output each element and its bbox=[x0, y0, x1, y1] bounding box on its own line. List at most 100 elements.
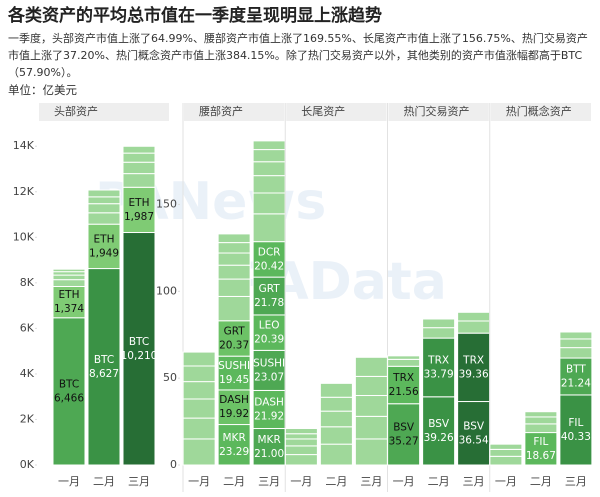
bar-stripe bbox=[122, 161, 156, 175]
segment-name: ETH bbox=[129, 197, 150, 209]
data-label: 1,987 bbox=[124, 211, 154, 223]
header: 各类资产的平均总市值在一季度呈现明显上涨趋势 一季度，头部资产市值上涨了64.9… bbox=[8, 4, 594, 98]
bar-stripe bbox=[354, 438, 388, 466]
bar-stripe bbox=[252, 175, 286, 194]
bar-segment bbox=[387, 365, 421, 405]
bar-stripe bbox=[284, 445, 318, 456]
data-label: 18.67 bbox=[526, 450, 556, 462]
bar-stripe bbox=[87, 196, 121, 205]
y-tick-label: 12K bbox=[13, 185, 35, 198]
data-label: 10,210 bbox=[121, 350, 158, 362]
bar-stripe bbox=[87, 212, 121, 225]
segment-name: DASH bbox=[254, 396, 284, 408]
bar-stripe bbox=[354, 375, 388, 397]
bar-stripe bbox=[52, 271, 86, 276]
bar-stripe bbox=[217, 264, 251, 280]
bar-segment bbox=[87, 268, 121, 466]
bar-segment bbox=[122, 186, 156, 234]
bar-stripe bbox=[52, 268, 86, 273]
bar-stripe bbox=[559, 331, 593, 340]
bar-segment bbox=[52, 285, 86, 319]
x-tick-label: 二月 bbox=[93, 475, 115, 488]
x-tick-label: 二月 bbox=[428, 475, 450, 488]
group-title: 热门概念资产 bbox=[506, 104, 572, 118]
bar-stripe bbox=[284, 433, 318, 440]
segment-name: TRX bbox=[462, 354, 484, 366]
bar-stripe bbox=[252, 192, 286, 215]
bar-stripe bbox=[182, 438, 216, 466]
bar-stripe bbox=[489, 448, 523, 457]
bar-segment bbox=[457, 332, 491, 403]
group-title: 头部资产 bbox=[54, 104, 98, 118]
bar-stripe bbox=[252, 149, 286, 163]
x-tick-label: 二月 bbox=[223, 475, 245, 488]
x-tick-label: 一月 bbox=[495, 475, 517, 488]
bar-stripe bbox=[284, 454, 318, 466]
bar-stripe bbox=[217, 233, 251, 244]
x-tick-label: 三月 bbox=[258, 475, 280, 488]
bar-stripe bbox=[217, 242, 251, 254]
bar-stripe bbox=[422, 318, 456, 329]
bar-stripe bbox=[182, 417, 216, 440]
bar-stripe bbox=[122, 173, 156, 188]
data-label: 1,374 bbox=[54, 303, 84, 315]
data-label: 23.29 bbox=[219, 446, 249, 458]
group-title: 热门交易资产 bbox=[404, 104, 470, 118]
bar-stripe bbox=[457, 320, 491, 334]
y-tick-label: 10K bbox=[13, 230, 35, 243]
bar-stripe bbox=[182, 398, 216, 419]
bar-segment bbox=[252, 349, 286, 391]
segment-name: BTC bbox=[129, 336, 149, 348]
bar-stripe bbox=[182, 351, 216, 367]
bar-stripe bbox=[489, 443, 523, 450]
data-label: 1,949 bbox=[89, 247, 119, 259]
bar-segment bbox=[422, 337, 456, 398]
bar-segment bbox=[559, 357, 593, 396]
y-tick-label: 50 bbox=[163, 371, 177, 384]
title: 各类资产的平均总市值在一季度呈现明显上涨趋势 bbox=[8, 6, 382, 26]
bar-stripe bbox=[319, 426, 353, 445]
data-label: 21.56 bbox=[389, 386, 419, 398]
data-label: 21.92 bbox=[254, 410, 284, 422]
data-label: 19.92 bbox=[219, 408, 249, 420]
y-tick-label: 150 bbox=[156, 197, 177, 210]
bar-stripe bbox=[559, 338, 593, 349]
subtitle: 一季度，头部资产市值上涨了64.99%、腰部资产市值上涨了169.55%、长尾资… bbox=[8, 32, 588, 79]
segment-name: TRX bbox=[427, 354, 449, 366]
bar-stripe bbox=[284, 438, 318, 447]
bar-stripe bbox=[87, 203, 121, 214]
x-tick-label: 三月 bbox=[565, 475, 587, 488]
y-tick-label: 4K bbox=[20, 367, 35, 380]
bar-stripe bbox=[319, 443, 353, 466]
segment-name: MKR bbox=[223, 432, 246, 444]
data-label: 21.00 bbox=[254, 448, 284, 460]
bar-segment bbox=[524, 432, 558, 466]
data-label: 40.33 bbox=[561, 431, 591, 443]
segment-name: BTC bbox=[94, 354, 114, 366]
y-tick-label: 100 bbox=[156, 284, 177, 297]
bar-segment bbox=[217, 355, 251, 391]
y-tick-label: 0K bbox=[20, 458, 35, 471]
bar-segment bbox=[559, 394, 593, 466]
bar-stripe bbox=[252, 140, 286, 151]
segment-name: DASH bbox=[219, 394, 249, 406]
bar-stripe bbox=[319, 382, 353, 398]
bar-stripe bbox=[52, 279, 86, 287]
bar-stripe bbox=[217, 252, 251, 266]
data-label: 36.54 bbox=[459, 434, 489, 446]
data-label: 6,466 bbox=[54, 392, 84, 404]
bar-segment bbox=[217, 424, 251, 466]
bar-stripe bbox=[559, 347, 593, 359]
bar-stripe bbox=[524, 423, 558, 434]
segment-name: FIL bbox=[568, 417, 583, 429]
bar-stripe bbox=[457, 311, 491, 322]
data-label: 21.24 bbox=[561, 377, 591, 389]
x-tick-label: 三月 bbox=[360, 475, 382, 488]
y-tick-label: 2K bbox=[20, 412, 35, 425]
segment-name: BSV bbox=[428, 418, 450, 430]
bar-stripe bbox=[87, 189, 121, 198]
bar-stripe bbox=[422, 327, 456, 339]
segment-name: MKR bbox=[258, 434, 281, 446]
x-tick-label: 一月 bbox=[58, 475, 80, 488]
